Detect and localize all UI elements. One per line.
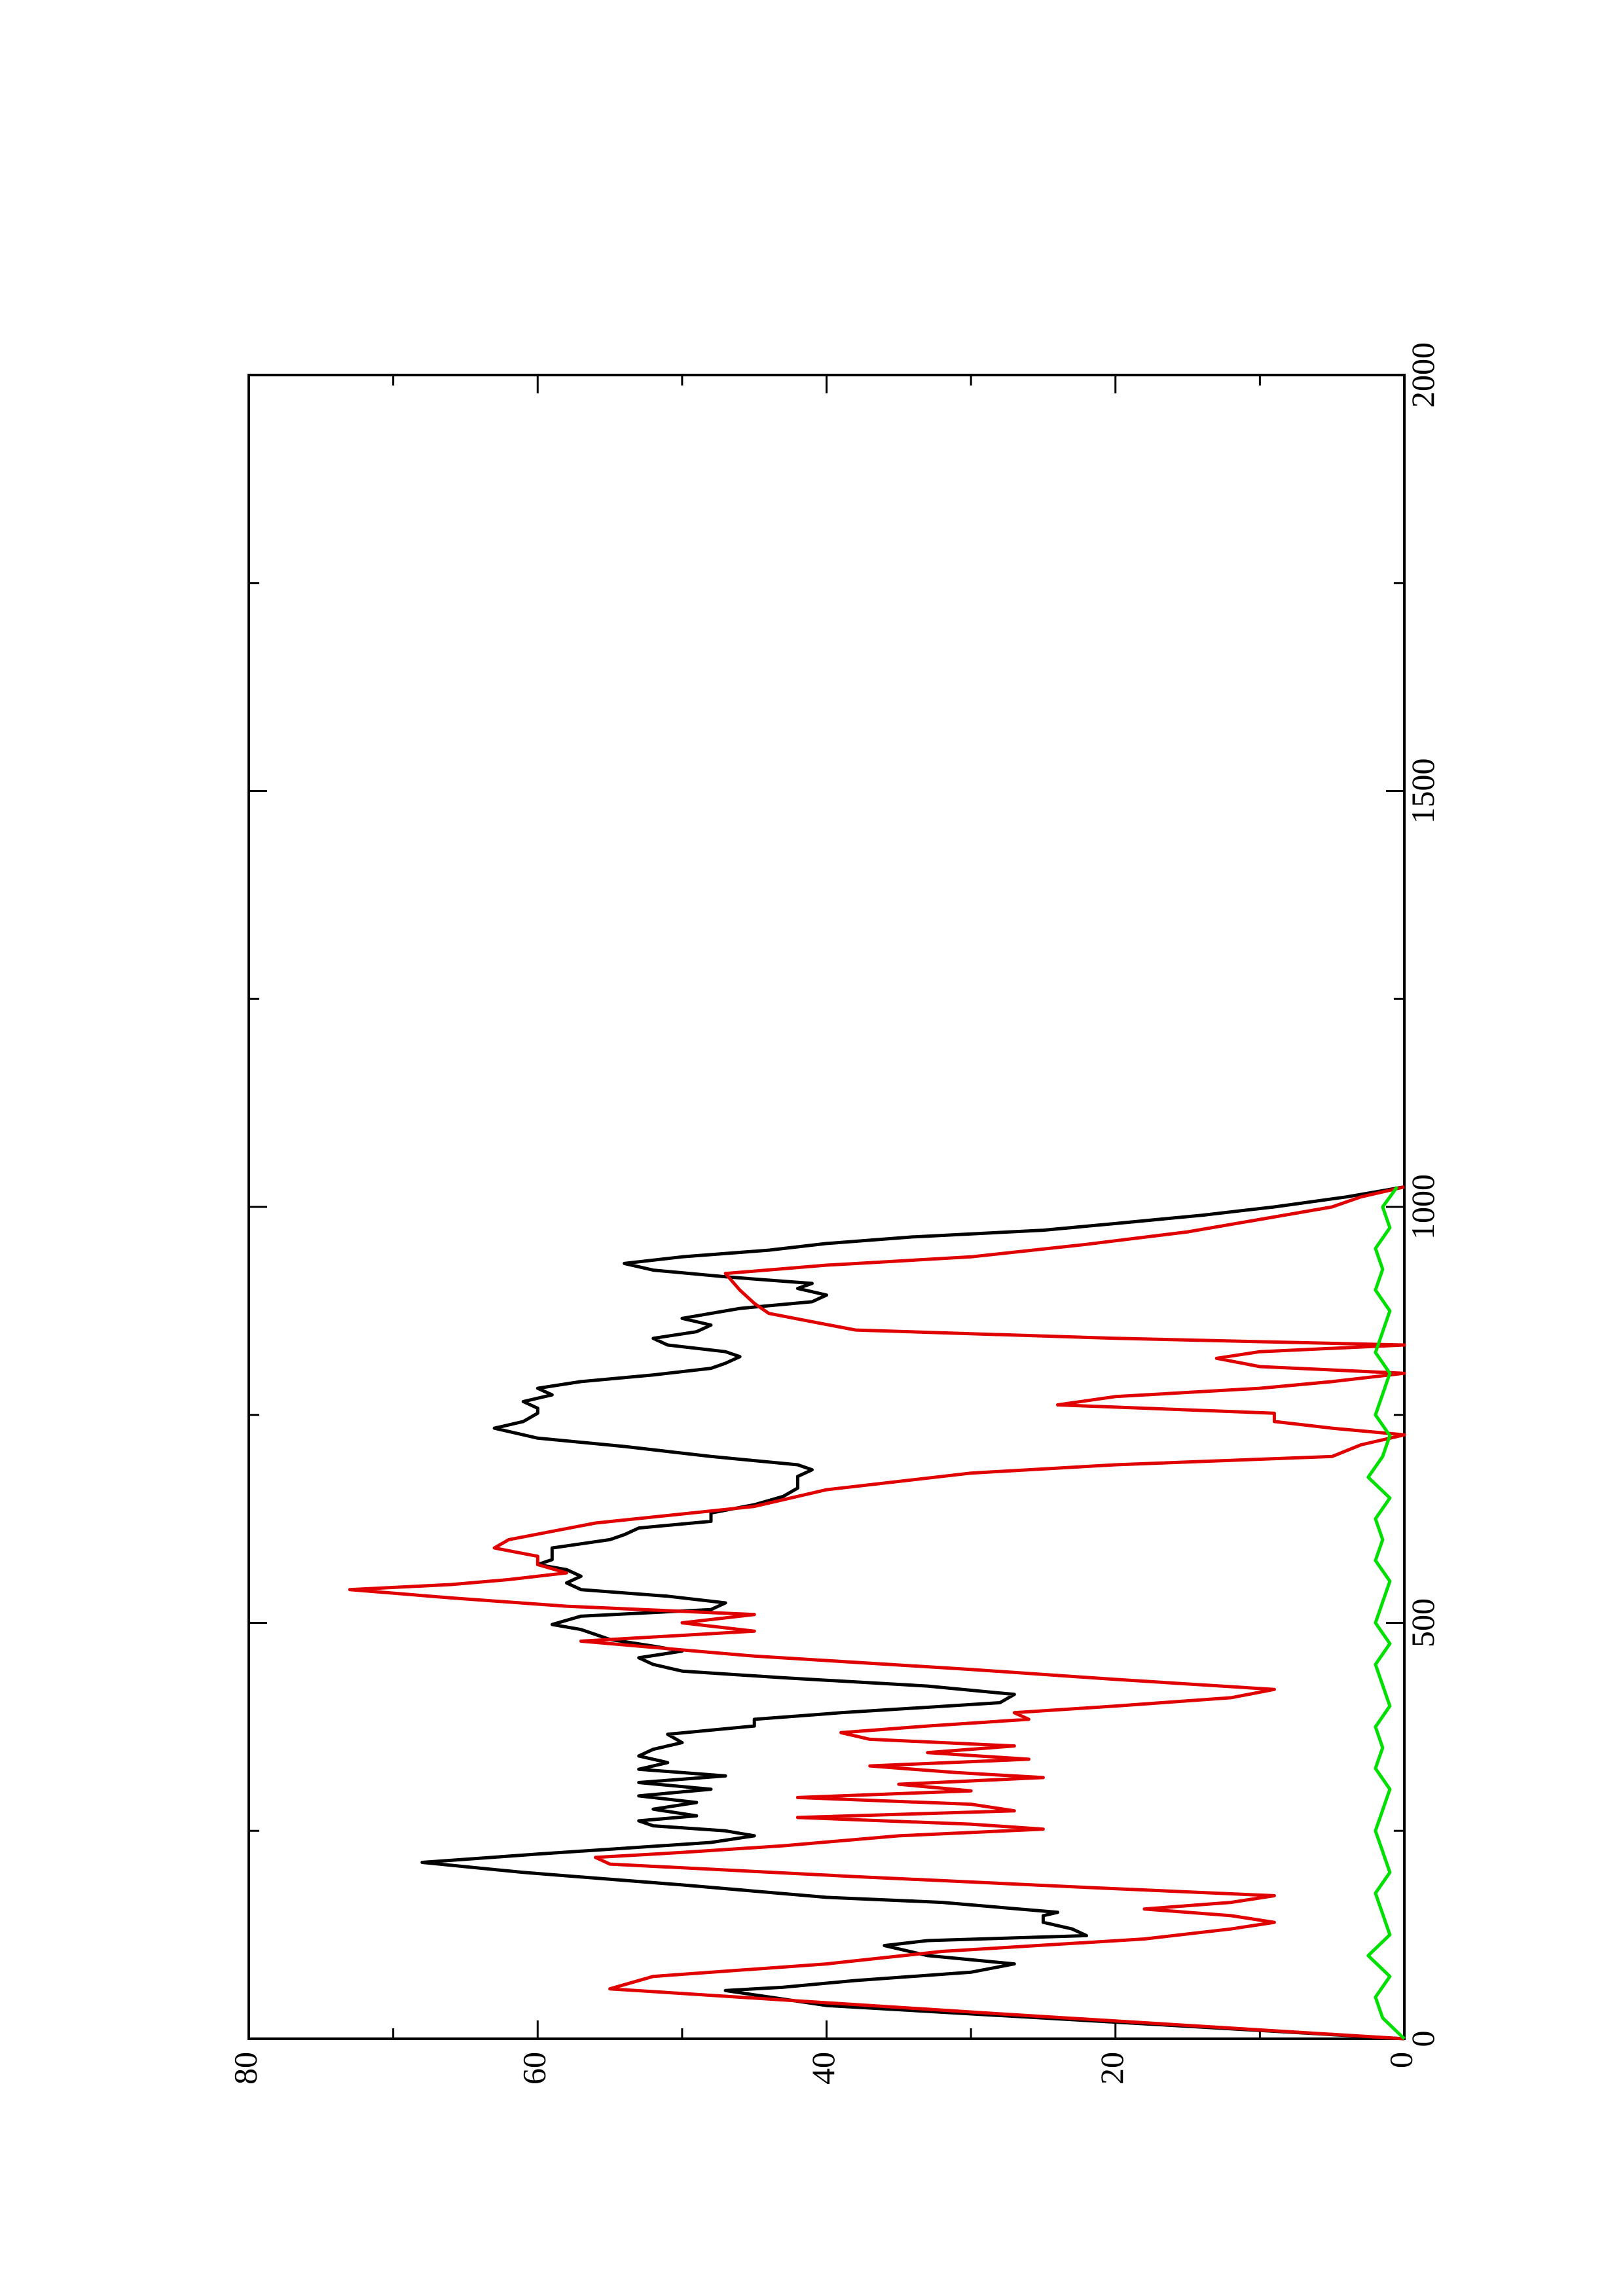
series-line-1 [420, 1185, 1405, 2041]
x-tick-label: 500 [1404, 1598, 1441, 1647]
series-line-3 [1366, 1186, 1406, 2040]
x-tick-label: 1500 [1404, 759, 1441, 824]
tick-labels: 0 500 1000 1500 2000 0 20 40 60 80 [227, 342, 1441, 2085]
x-tick-label: 0 [1404, 2031, 1441, 2047]
axis-ticks [247, 374, 1406, 2040]
x-tick-label: 2000 [1404, 342, 1441, 408]
y-tick-label: 40 [805, 2052, 841, 2085]
y-tick-label: 20 [1093, 2052, 1130, 2085]
y-tick-label: 80 [227, 2052, 263, 2085]
y-tick-label: 0 [1382, 2052, 1419, 2068]
x-tick-label: 1000 [1404, 1174, 1441, 1240]
series-line-2 [348, 1185, 1406, 2041]
plot-frame [247, 374, 1406, 2040]
series-layer [348, 1185, 1406, 2041]
y-tick-label: 60 [516, 2052, 553, 2085]
